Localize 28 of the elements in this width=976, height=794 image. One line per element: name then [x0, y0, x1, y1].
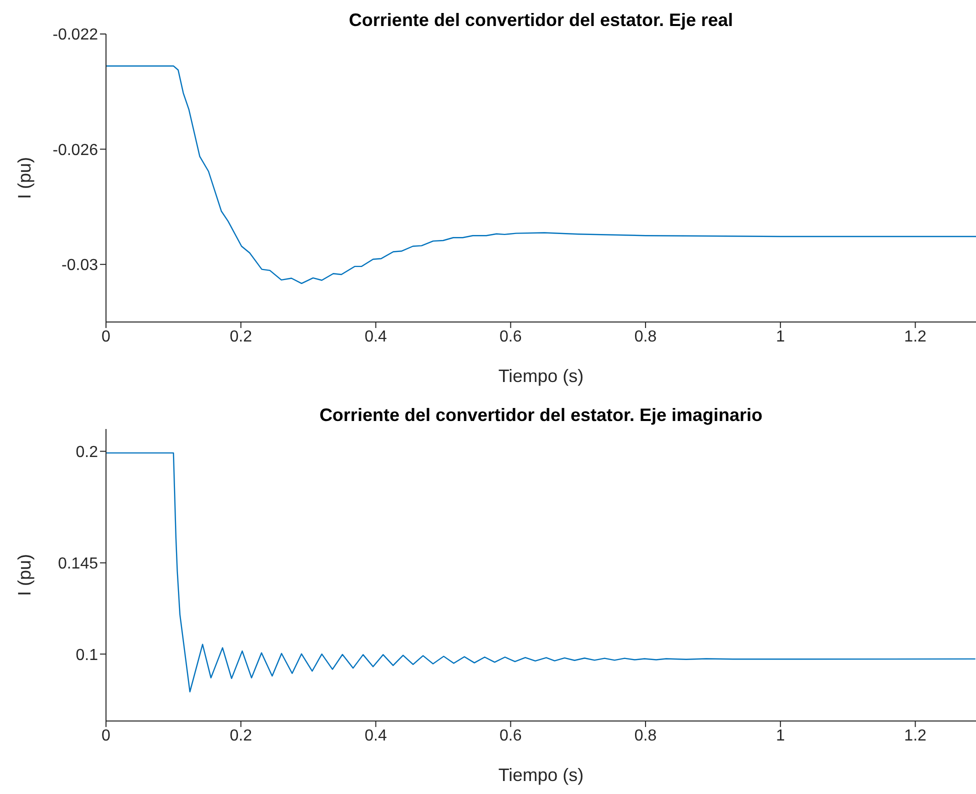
x-tick-label: 1	[776, 727, 785, 744]
x-tick-label: 1.2	[904, 328, 927, 346]
x-axis-title: Tiempo (s)	[498, 765, 584, 785]
x-tick-label: 0.8	[634, 328, 657, 346]
x-tick-label: 1.2	[904, 727, 927, 744]
y-tick-label: 0.1	[76, 646, 98, 664]
x-tick-label: 0.2	[230, 328, 252, 346]
line-series	[106, 452, 976, 692]
y-axis-title: I (pu)	[14, 156, 34, 200]
y-tick-label: 0.2	[76, 444, 98, 461]
y-axis-title: I (pu)	[14, 554, 34, 596]
x-axis-title: Tiempo (s)	[498, 366, 584, 386]
chart-title: Corriente del convertidor del estator. Eje imaginario	[318, 405, 764, 426]
y-tick-label: -0.026	[52, 142, 98, 159]
x-tick-label: 0.6	[500, 328, 522, 346]
x-tick-label: 0	[102, 727, 111, 744]
x-tick-label: 1	[776, 328, 785, 346]
x-tick-label: 0.6	[500, 727, 522, 744]
x-tick-label: 0.4	[364, 727, 387, 744]
y-tick-label: 0.145	[58, 556, 98, 573]
x-tick-label: 0.4	[364, 328, 387, 346]
x-tick-label: 0.8	[634, 727, 657, 744]
x-tick-label: 0	[102, 328, 111, 346]
y-tick-label: -0.022	[52, 26, 98, 44]
y-tick-label: -0.03	[62, 257, 98, 274]
line-series	[106, 65, 976, 284]
chart-title: Corriente del convertidor del estator. Eje real	[348, 10, 734, 31]
x-tick-label: 0.2	[230, 727, 252, 744]
